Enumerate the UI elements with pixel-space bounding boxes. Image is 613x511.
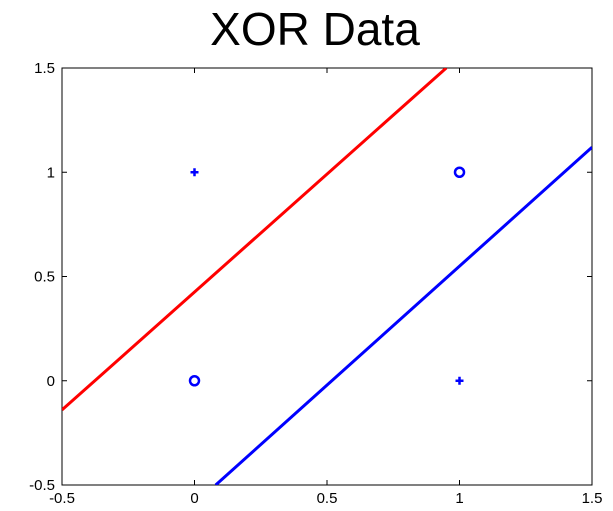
axes-box — [61, 67, 593, 486]
y-tick-label: 0.5 — [34, 269, 55, 286]
boundary-line-1 — [62, 68, 448, 412]
x-tick-label: 1 — [455, 490, 463, 507]
x-tick-label: 0.5 — [317, 490, 338, 507]
point-circle — [188, 375, 201, 387]
y-tick-label: 1 — [47, 164, 55, 181]
point-circle — [453, 166, 466, 178]
chart-title: XOR Data — [210, 3, 420, 55]
y-tick-label: -0.5 — [29, 477, 55, 494]
x-tick-label: -0.5 — [49, 490, 75, 507]
boundary-line-2 — [214, 146, 592, 485]
point-plus — [190, 168, 199, 177]
y-tick-label: 0 — [47, 373, 55, 390]
y-tick-label: 1.5 — [34, 60, 55, 77]
point-plus — [455, 376, 464, 385]
x-tick-label: 0 — [190, 490, 198, 507]
x-tick-label: 1.5 — [582, 490, 603, 507]
